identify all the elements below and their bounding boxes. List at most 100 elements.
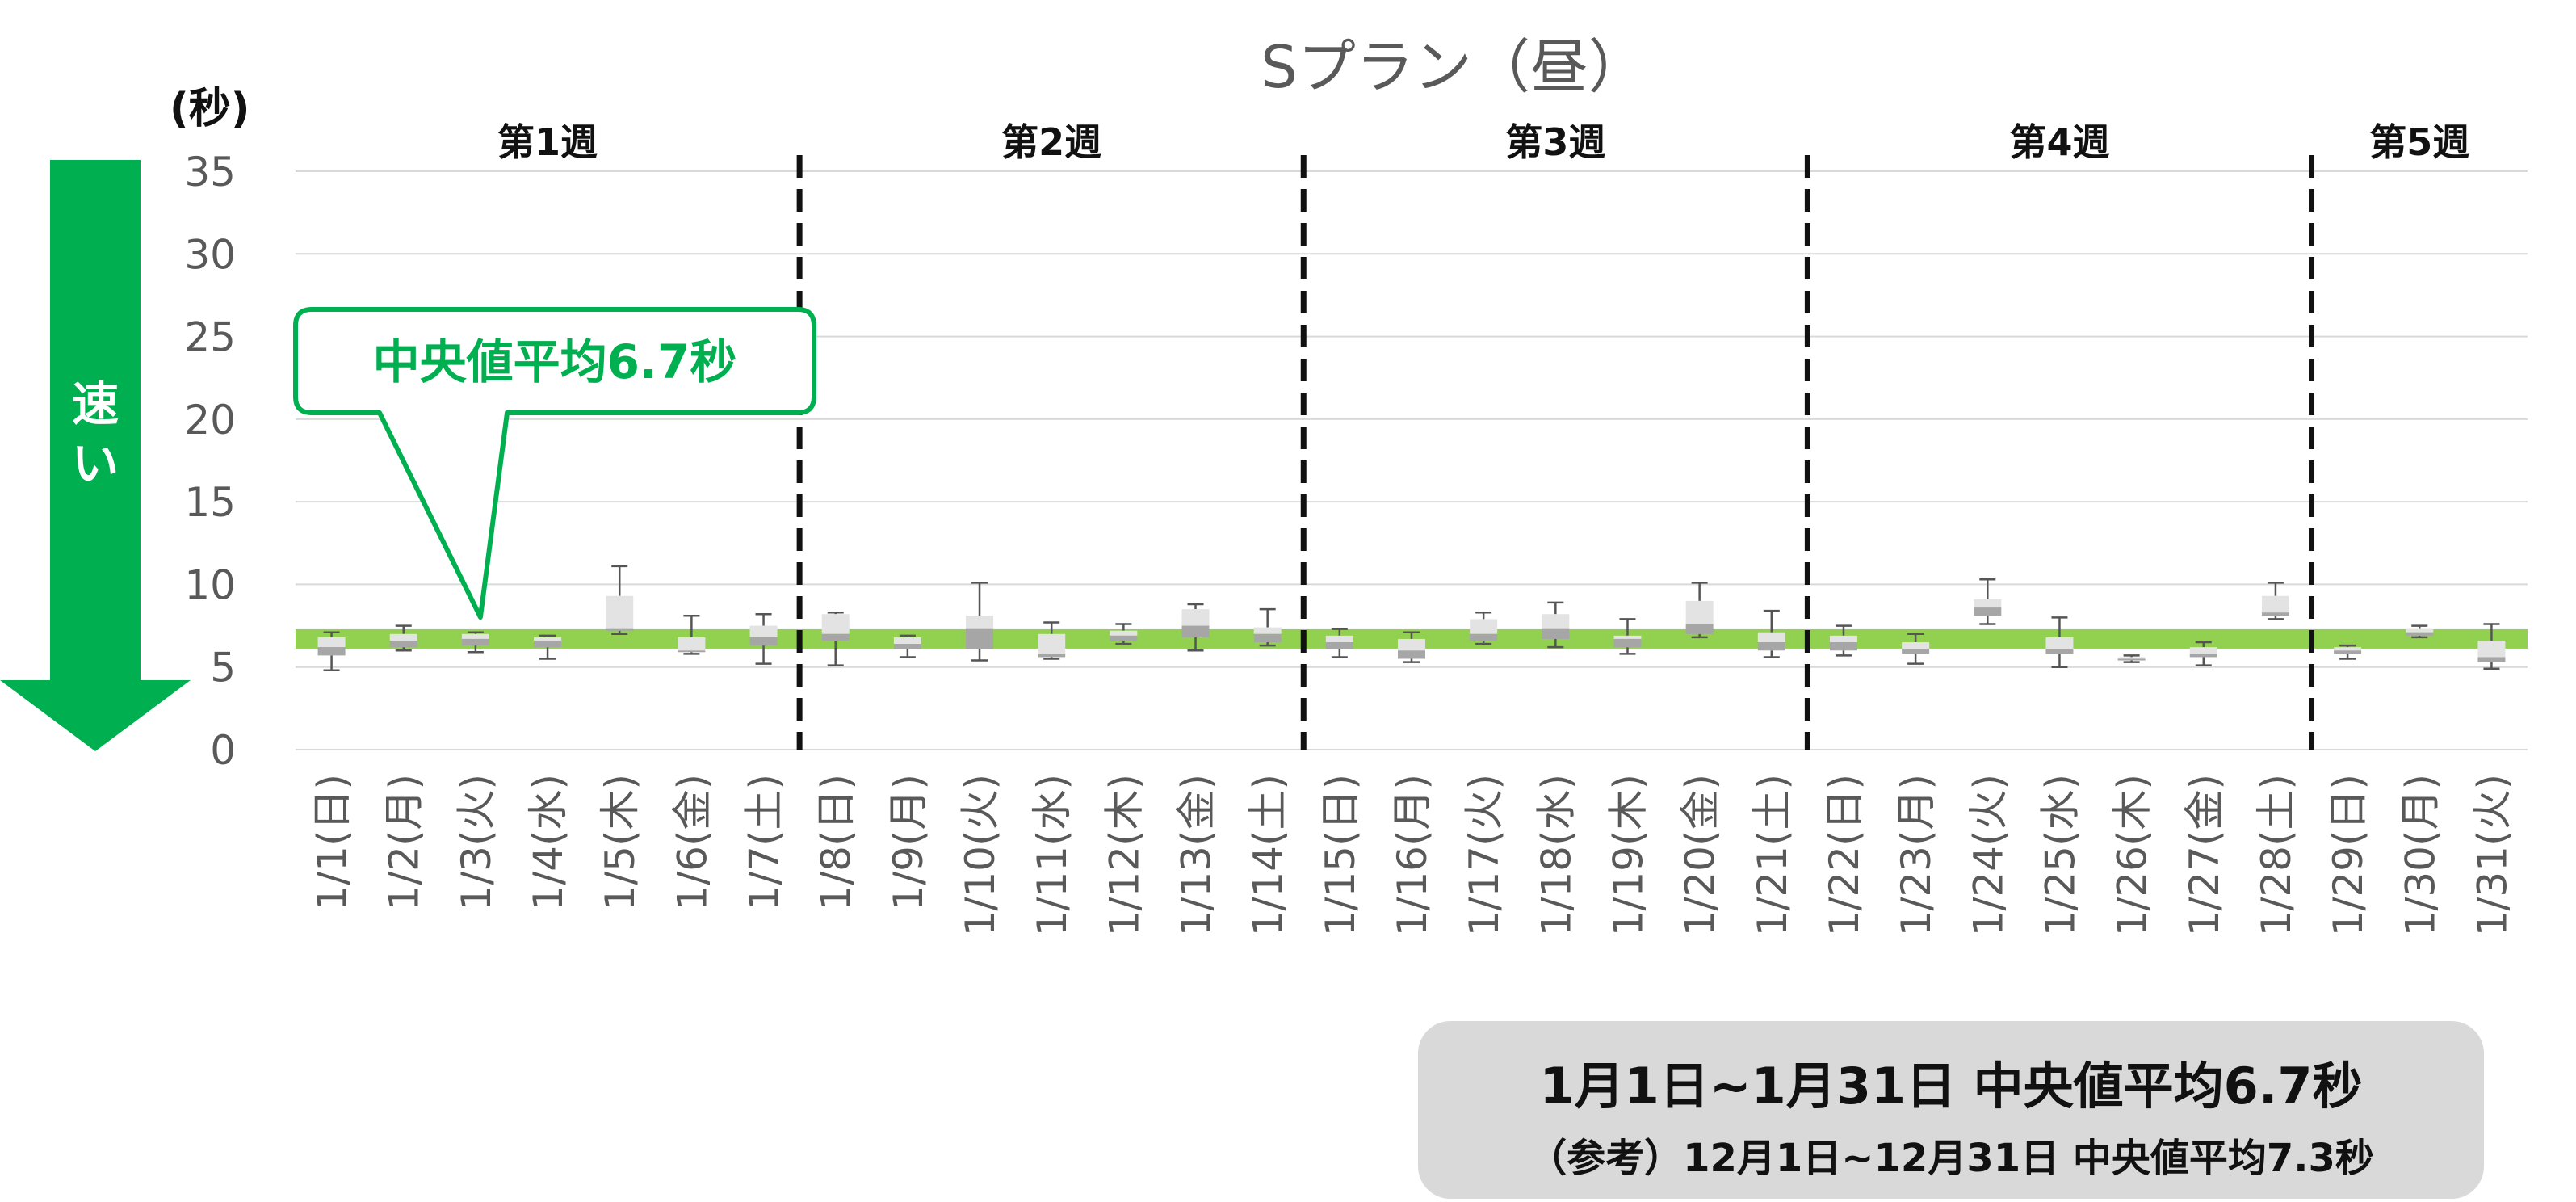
box-upper	[1974, 599, 2002, 608]
box-1	[317, 631, 346, 672]
box-upper	[1613, 635, 1642, 639]
box-25	[2045, 616, 2074, 668]
arrow-label-char: い	[72, 436, 119, 491]
x-tick-label-2: 1/2(月)	[381, 774, 428, 910]
box-upper	[2261, 595, 2289, 613]
y-tick-label-5: 5	[210, 645, 236, 691]
box-lower	[966, 628, 994, 649]
box-upper	[893, 637, 921, 645]
box-lower	[2045, 649, 2074, 654]
box-upper	[1181, 609, 1210, 626]
x-tick-label-13: 1/13(金)	[1173, 774, 1220, 936]
y-tick-label-15: 15	[184, 479, 236, 526]
box-lower	[2334, 650, 2362, 654]
box-upper	[1398, 638, 1425, 651]
callout-bubble	[293, 307, 816, 620]
box-upper	[1685, 600, 1714, 624]
x-tick-label-10: 1/10(火)	[957, 774, 1004, 936]
x-tick-label-14: 1/14(土)	[1245, 774, 1292, 936]
box-5	[606, 565, 634, 636]
x-tick-label-4: 1/4(水)	[525, 774, 572, 910]
week-label-4: 第4週	[2009, 120, 2109, 164]
box-upper	[2189, 647, 2217, 654]
callout-text: 中央値平均6.7秒	[373, 334, 737, 389]
x-tick-label-22: 1/22(日)	[1821, 774, 1868, 936]
y-tick-label-0: 0	[210, 727, 236, 774]
box-lower	[749, 637, 778, 646]
x-tick-label-6: 1/6(金)	[669, 774, 715, 910]
week-label-2: 第2週	[1001, 120, 1101, 164]
box-upper	[1470, 619, 1498, 634]
box-lower	[2117, 658, 2146, 661]
box-27	[2189, 641, 2217, 666]
box-lower	[2477, 657, 2506, 662]
box-9	[893, 634, 921, 658]
box-upper	[606, 595, 634, 629]
box-lower	[1974, 607, 2002, 616]
box-lower	[1470, 633, 1498, 641]
box-series	[317, 565, 2506, 672]
box-16	[1398, 631, 1425, 663]
x-tick-label-30: 1/30(月)	[2397, 774, 2444, 936]
box-upper	[1253, 627, 1282, 634]
box-lower	[317, 647, 346, 656]
box-4	[534, 634, 562, 660]
x-tick-label-29: 1/29(日)	[2325, 774, 2372, 936]
box-24	[1974, 578, 2002, 625]
box-6	[678, 615, 706, 655]
x-tick-label-20: 1/20(金)	[1677, 774, 1724, 936]
box-upper	[749, 625, 778, 637]
summary-box: 1月1日~1月31日 中央値平均6.7秒 （参考）12月1日~12月31日 中央…	[1418, 1021, 2484, 1199]
box-upper	[966, 616, 994, 629]
box-lower	[534, 640, 562, 648]
box-lower	[1757, 642, 1785, 651]
box-13	[1181, 603, 1210, 652]
box-22	[1829, 624, 1857, 657]
x-tick-label-11: 1/11(水)	[1029, 774, 1076, 936]
summary-reference-text: （参考）12月1日~12月31日 中央値平均7.3秒	[1528, 1136, 2374, 1181]
box-upper	[678, 637, 706, 651]
box-upper	[317, 637, 346, 648]
x-tick-label-23: 1/23(月)	[1893, 774, 1940, 936]
summary-main-text: 1月1日~1月31日 中央値平均6.7秒	[1539, 1057, 2363, 1116]
x-tick-label-16: 1/16(月)	[1389, 774, 1436, 936]
box-lower	[1038, 654, 1066, 658]
box-upper	[821, 614, 850, 634]
box-lower	[2406, 632, 2434, 636]
box-lower	[1110, 635, 1138, 641]
y-axis-unit-label: (秒)	[170, 85, 250, 133]
box-lower	[1398, 650, 1425, 659]
box-26	[2117, 654, 2146, 663]
x-tick-label-18: 1/18(水)	[1533, 774, 1580, 936]
box-upper	[389, 633, 417, 641]
x-tick-label-5: 1/5(木)	[597, 774, 644, 910]
x-tick-label-8: 1/8(日)	[813, 774, 860, 910]
x-tick-label-3: 1/3(火)	[453, 774, 500, 910]
box-31	[2477, 623, 2506, 670]
box-12	[1110, 623, 1138, 645]
box-lower	[1542, 628, 1570, 639]
speed-arrow: 速い	[0, 160, 191, 751]
box-upper	[534, 637, 562, 641]
x-axis-ticks: 1/1(日) 1/2(月) 1/3(火) 1/4(水) 1/5(木) 1/6(金) 1/7(…	[309, 774, 2516, 936]
box-lower	[1613, 638, 1642, 648]
x-tick-label-15: 1/15(日)	[1317, 774, 1364, 936]
box-7	[749, 613, 778, 665]
box-upper	[1902, 642, 1930, 649]
box-lower	[1685, 624, 1714, 634]
box-upper	[1829, 635, 1857, 643]
box-lower	[1829, 642, 1857, 651]
x-tick-label-21: 1/21(土)	[1749, 774, 1796, 936]
x-tick-label-1: 1/1(日)	[309, 774, 356, 910]
box-upper	[1325, 635, 1353, 643]
chart-title: Sプラン（昼）	[1261, 33, 1647, 101]
box-lower	[2189, 654, 2217, 658]
box-lower	[678, 650, 706, 653]
box-lower	[389, 640, 417, 648]
box-14	[1253, 607, 1282, 647]
y-tick-label-25: 25	[184, 314, 236, 361]
y-axis-ticks: 0 5 10 15 20 25 30 35	[184, 149, 236, 774]
box-lower	[821, 633, 850, 641]
box-lower	[1181, 625, 1210, 637]
